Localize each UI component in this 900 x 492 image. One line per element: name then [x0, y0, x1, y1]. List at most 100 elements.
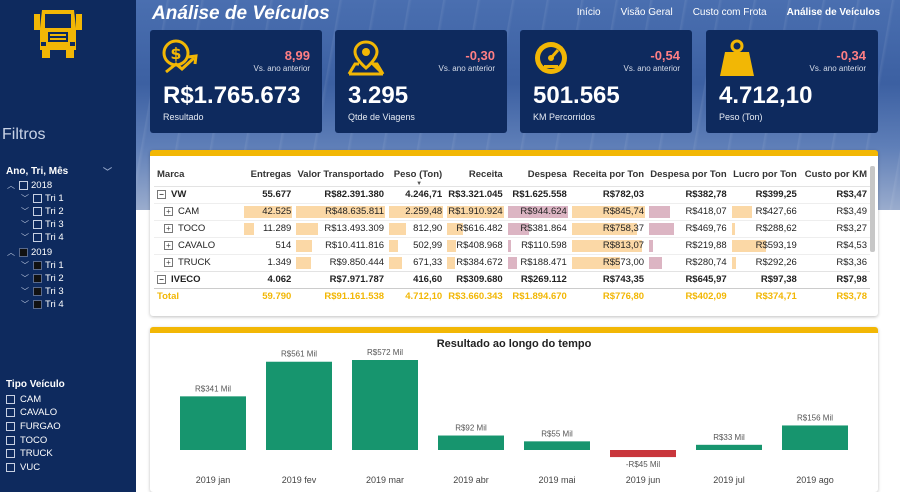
column-header[interactable]: Valor Transportado: [297, 169, 385, 181]
table-row[interactable]: + TOCO 11.289 R$13.493.309 812,90 R$616.482 R$…: [154, 219, 870, 237]
tree-item-2018-tri4[interactable]: ﹀ Tri 4: [20, 231, 64, 243]
checkbox[interactable]: [6, 394, 15, 404]
vehicle-option-vuc[interactable]: VUC: [6, 461, 40, 473]
checkbox-checked[interactable]: [33, 260, 42, 270]
nav-inicio[interactable]: Início: [576, 7, 601, 18]
tree-item-2018-tri3[interactable]: ﹀ Tri 3: [20, 218, 64, 230]
expand-icon[interactable]: +: [164, 223, 173, 233]
chart-bar-2019-jun[interactable]: [610, 450, 676, 458]
expand-caret-icon[interactable]: ﹀: [21, 273, 29, 283]
tree-item-2019-tri1[interactable]: ﹀ Tri 1: [20, 259, 64, 271]
expand-caret-icon[interactable]: ﹀: [21, 286, 29, 296]
expand-caret-icon[interactable]: ﹀: [21, 299, 29, 309]
chart-bar-2019-jul[interactable]: [696, 444, 762, 450]
expand-caret-icon[interactable]: ﹀: [21, 232, 29, 242]
cell-value: R$91.161.538: [324, 291, 385, 303]
kpi-card-viagens: -0,30 Vs. ano anterior 3.295 Qtde de Via…: [335, 30, 507, 133]
chart-bar-2019-jan[interactable]: [180, 396, 246, 450]
cell-value: R$7,98: [836, 274, 867, 285]
vertical-scrollbar[interactable]: [870, 166, 875, 252]
column-header[interactable]: Despesa: [527, 169, 567, 181]
column-header[interactable]: Lucro por Ton: [733, 169, 797, 181]
column-header[interactable]: Receita por Ton: [573, 169, 645, 181]
vehicle-option-furgao[interactable]: FURGAO: [6, 420, 61, 432]
checkbox[interactable]: [6, 407, 15, 417]
chart-bar-2019-fev[interactable]: [266, 361, 332, 450]
table-row[interactable]: − VW 55.677 R$82.391.380 4.246,71 R$3.321.045…: [154, 185, 870, 203]
expand-icon[interactable]: +: [164, 240, 173, 250]
vehicle-option-truck[interactable]: TRUCK: [6, 447, 53, 459]
checkbox[interactable]: [6, 448, 15, 458]
tree-item-2019[interactable]: ︿ 2019: [6, 246, 52, 258]
checkbox-checked[interactable]: [33, 273, 42, 283]
column-header-sorted[interactable]: Peso (Ton) ▼: [387, 164, 445, 187]
collapse-icon[interactable]: −: [157, 189, 166, 199]
table-row[interactable]: + TRUCK 1.349 R$9.850.444 671,33 R$384.672 R$1…: [154, 253, 870, 271]
vehicle-option-label: CAVALO: [20, 406, 58, 418]
cell-value: R$743,35: [602, 274, 645, 285]
column-header[interactable]: Custo por KM: [804, 169, 867, 181]
table-cell: 4.246,71: [387, 185, 446, 203]
speedometer-icon: [535, 42, 567, 74]
checkbox[interactable]: [33, 193, 42, 203]
chart-bar-2019-mar[interactable]: [352, 360, 418, 450]
table-row[interactable]: + CAM 42.525 R$48.635.811 2.259,48 R$1.910.92…: [154, 202, 870, 220]
date-filter-header[interactable]: Ano, Tri, Mês ﹀: [6, 165, 112, 178]
vehicle-option-cavalo[interactable]: CAVALO: [6, 406, 57, 418]
checkbox[interactable]: [33, 219, 42, 229]
column-header[interactable]: Entregas: [250, 169, 292, 181]
nav-visao-geral[interactable]: Visão Geral: [620, 7, 673, 18]
table-cell: R$427,66: [729, 202, 800, 220]
checkbox[interactable]: [19, 180, 28, 190]
vehicle-filter-header[interactable]: Tipo Veículo: [6, 379, 112, 390]
expand-caret-icon[interactable]: ﹀: [21, 206, 29, 216]
checkbox[interactable]: [6, 462, 15, 472]
checkbox[interactable]: [6, 435, 15, 445]
expand-caret-icon[interactable]: ﹀: [21, 219, 29, 229]
tree-item-2019-tri3[interactable]: ﹀ Tri 3: [20, 285, 64, 297]
expand-caret-icon[interactable]: ﹀: [21, 260, 29, 270]
table-row[interactable]: − IVECO 4.062 R$7.971.787 416,60 R$309.680 R$2…: [154, 270, 870, 288]
vehicle-option-cam[interactable]: CAM: [6, 393, 41, 405]
data-label: R$341 Mil: [195, 384, 231, 393]
chevron-down-icon[interactable]: ﹀: [102, 167, 112, 177]
table-cell: R$7,98: [799, 270, 870, 288]
vehicle-option-toco[interactable]: TOCO: [6, 434, 47, 446]
collapse-caret-icon[interactable]: ︿: [7, 247, 15, 257]
cell-value: R$616.482: [456, 223, 503, 234]
nav-custo-com-frota[interactable]: Custo com Frota: [692, 7, 767, 18]
table-row[interactable]: + CAVALO 514 R$10.411.816 502,99 R$408.968 R$1…: [154, 236, 870, 254]
table-total-row[interactable]: Total 59.790 R$91.161.538 4.712,10 R$3.660.3…: [154, 287, 870, 305]
x-tick-label: 2019 jun: [626, 475, 661, 485]
expand-caret-icon[interactable]: ﹀: [21, 193, 29, 203]
tree-item-label: Tri 3: [45, 285, 64, 297]
checkbox-checked[interactable]: [33, 299, 42, 309]
cell-value: R$402,09: [685, 291, 727, 303]
chart-bar-2019-abr[interactable]: [438, 435, 504, 450]
tree-item-2019-tri2[interactable]: ﹀ Tri 2: [20, 272, 64, 284]
column-header[interactable]: Despesa por Ton: [650, 169, 727, 181]
collapse-caret-icon[interactable]: ︿: [7, 180, 15, 190]
kpi-delta-label: Vs. ano anterior: [438, 64, 495, 73]
checkbox[interactable]: [33, 206, 42, 216]
checkbox-checked[interactable]: [33, 286, 42, 296]
checkbox[interactable]: [6, 421, 15, 431]
checkbox[interactable]: [33, 232, 42, 242]
tree-item-2019-tri4[interactable]: ﹀ Tri 4: [20, 298, 64, 310]
column-header[interactable]: Receita: [468, 169, 503, 181]
table-cell: R$402,09: [647, 287, 730, 305]
nav-analise-de-veiculos[interactable]: Análise de Veículos: [786, 7, 880, 18]
chart-bar-2019-ago[interactable]: [782, 425, 848, 450]
chart-bar-2019-mai[interactable]: [524, 441, 590, 450]
expand-icon[interactable]: +: [164, 206, 173, 216]
table-cell: R$1.625.558: [505, 185, 570, 203]
tree-item-2018-tri2[interactable]: ﹀ Tri 2: [20, 205, 64, 217]
vehicle-option-label: FURGAO: [20, 420, 61, 432]
cell-value: 812,90: [413, 223, 443, 234]
collapse-icon[interactable]: −: [157, 274, 166, 284]
tree-item-2018[interactable]: ︿ 2018: [6, 179, 52, 191]
expand-icon[interactable]: +: [164, 257, 173, 267]
tree-item-2018-tri1[interactable]: ﹀ Tri 1: [20, 192, 64, 204]
column-header[interactable]: Marca: [157, 169, 185, 181]
checkbox-checked[interactable]: [19, 247, 28, 257]
